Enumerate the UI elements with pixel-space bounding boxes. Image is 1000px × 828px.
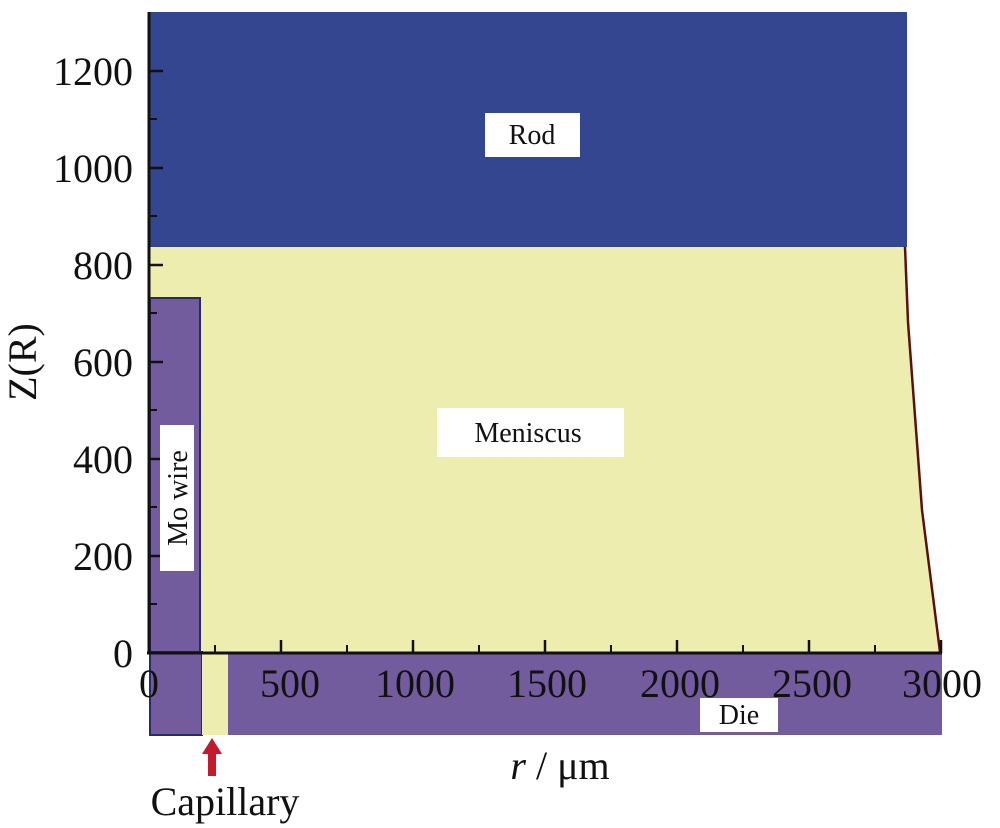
y-tick-label: 800 [73,243,133,288]
die-label: Die [719,700,759,731]
die-label-box [700,698,778,732]
x-tick-label: 0 [139,661,159,706]
y-axis-title: Z(R) [0,323,45,401]
x-tick-label: 2500 [772,661,852,706]
y-tick-label: 600 [73,340,133,385]
x-axis-title: r / μm [510,743,609,788]
mo-wire-label: Mo wire [163,450,194,546]
capillary-label: Capillary [151,779,300,824]
y-tick-label: 0 [113,631,133,676]
y-tick-label: 1200 [53,49,133,94]
y-tick-label: 400 [73,437,133,482]
x-tick-label: 1500 [507,661,587,706]
y-tick-label: 200 [73,534,133,579]
capillary-arrow-icon [202,738,222,776]
y-tick-label: 1000 [53,146,133,191]
x-tick-label: 1000 [375,661,455,706]
mo-wire-label-box [160,425,194,571]
meniscus-edge [903,246,942,653]
meniscus-label: Meniscus [474,418,581,449]
rod-label-box [485,113,580,157]
x-axis-title-unit: / μm [526,743,610,788]
meniscus-label-box [437,408,624,457]
capillary-gap [202,652,228,735]
rod-label: Rod [509,120,556,151]
x-tick-label: 500 [260,661,320,706]
die-region-right [228,652,942,735]
x-tick-label: 3000 [902,661,982,706]
x-axis-title-variable: r [510,743,526,788]
